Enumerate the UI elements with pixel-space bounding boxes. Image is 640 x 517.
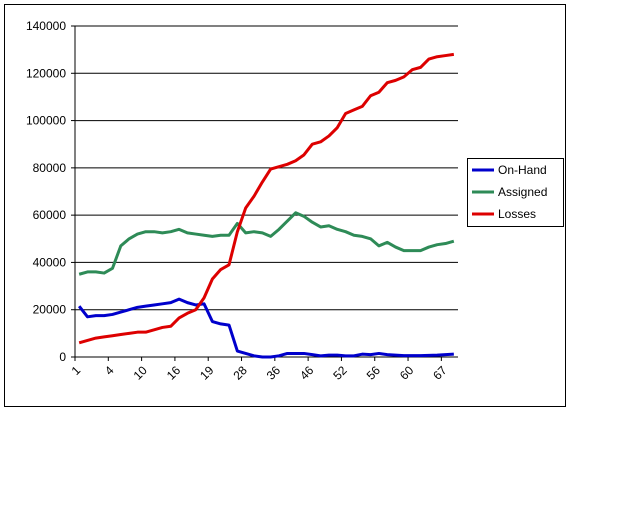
y-tick-label: 80000 [33, 161, 67, 175]
series-line [78, 211, 455, 276]
legend-label: Assigned [498, 185, 547, 199]
series-line [77, 297, 454, 359]
y-tick-label: 20000 [33, 303, 67, 317]
y-tick-label: 140000 [26, 19, 66, 33]
y-tick-label: 60000 [33, 208, 67, 222]
y-tick-label: 40000 [33, 255, 67, 269]
legend-label: Losses [498, 207, 536, 221]
series-line [78, 52, 455, 345]
y-tick-label: 100000 [26, 114, 66, 128]
y-tick-label: 120000 [26, 66, 66, 80]
legend-label: On-Hand [498, 163, 547, 177]
y-tick-label: 0 [59, 350, 66, 364]
